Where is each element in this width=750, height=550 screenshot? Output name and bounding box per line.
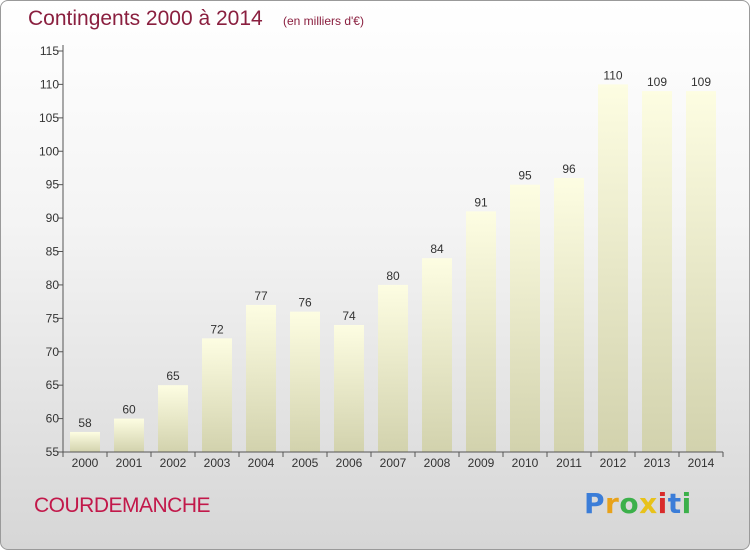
logo-letter: r — [605, 487, 620, 520]
y-tick-label: 55 — [46, 445, 60, 459]
bar-value-label: 84 — [430, 242, 444, 256]
x-tick-label: 2012 — [600, 456, 627, 470]
bar — [70, 431, 100, 452]
x-tick-label: 2011 — [556, 456, 582, 470]
y-tick-label: 105 — [39, 111, 59, 125]
chart-subtitle: (en milliers d'€) — [283, 14, 364, 28]
x-tick-label: 2001 — [116, 456, 143, 470]
bar-value-label: 110 — [603, 68, 622, 82]
x-tick-label: 2007 — [380, 456, 407, 470]
bar-value-label: 65 — [166, 369, 180, 383]
bar — [334, 325, 364, 452]
bar — [598, 84, 628, 453]
logo-letter: i — [681, 487, 692, 520]
bar-value-label: 109 — [647, 75, 667, 89]
bar — [158, 385, 188, 452]
y-tick-label: 110 — [40, 77, 59, 91]
y-tick-label: 90 — [46, 211, 60, 225]
bar — [642, 91, 672, 452]
y-tick-label: 85 — [46, 245, 60, 259]
y-tick-label: 65 — [46, 378, 60, 392]
bar — [686, 91, 716, 452]
y-tick-label: 80 — [46, 278, 60, 292]
bar — [466, 211, 496, 452]
logo-letter: P — [584, 487, 606, 520]
bar — [554, 177, 584, 452]
bar-value-label: 74 — [342, 309, 356, 323]
bar — [422, 258, 452, 452]
logo-letter: i — [657, 487, 668, 520]
y-tick-label: 60 — [46, 412, 60, 426]
x-tick-label: 2002 — [160, 456, 187, 470]
x-tick-label: 2009 — [468, 456, 495, 470]
bar-value-label: 58 — [78, 416, 92, 430]
y-tick-label: 95 — [46, 178, 60, 192]
bar — [378, 284, 408, 452]
x-tick-label: 2000 — [72, 456, 99, 470]
y-tick-label: 70 — [46, 345, 60, 359]
bar-value-label: 96 — [562, 162, 576, 176]
x-tick-label: 2005 — [292, 456, 319, 470]
y-tick-label: 100 — [39, 144, 59, 158]
chart-title: Contingents 2000 à 2014 — [28, 7, 263, 30]
x-tick-label: 2013 — [644, 456, 671, 470]
x-tick-label: 2003 — [204, 456, 231, 470]
y-tick-label: 75 — [46, 311, 60, 325]
bar — [246, 304, 276, 452]
logo-letter: o — [619, 487, 640, 520]
y-tick-label: 115 — [40, 44, 59, 58]
bar-value-label: 77 — [254, 289, 268, 303]
bar — [510, 184, 540, 452]
bar — [202, 338, 232, 452]
bar-value-label: 109 — [691, 75, 711, 89]
bar — [114, 418, 144, 452]
bar-value-label: 91 — [474, 195, 488, 209]
bar-value-label: 60 — [122, 403, 136, 417]
commune-name: COURDEMANCHE — [34, 494, 211, 517]
bar-value-label: 72 — [210, 322, 224, 336]
x-tick-label: 2006 — [336, 456, 363, 470]
bar-value-label: 80 — [386, 269, 400, 283]
bar — [290, 311, 320, 452]
bar-value-label: 95 — [518, 169, 532, 183]
x-tick-label: 2008 — [424, 456, 451, 470]
x-tick-label: 2010 — [512, 456, 539, 470]
x-tick-label: 2014 — [688, 456, 715, 470]
logo-letter: x — [639, 487, 658, 520]
logo-letter: t — [667, 487, 682, 520]
bar-value-label: 76 — [298, 296, 312, 310]
proxiti-logo[interactable]: Proxiti — [584, 487, 692, 520]
x-tick-label: 2004 — [248, 456, 275, 470]
